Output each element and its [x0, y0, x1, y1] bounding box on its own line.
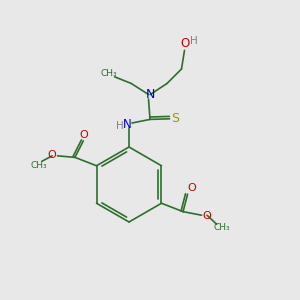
Text: O: O [48, 150, 56, 160]
Text: CH₃: CH₃ [30, 161, 46, 170]
Text: O: O [181, 37, 190, 50]
Text: H: H [116, 121, 124, 131]
Text: S: S [172, 112, 179, 125]
Text: O: O [79, 130, 88, 140]
Text: N: N [123, 118, 132, 131]
Text: O: O [203, 211, 212, 221]
Text: O: O [188, 183, 197, 193]
Text: CH₃: CH₃ [214, 223, 230, 232]
Text: N: N [146, 88, 155, 101]
Text: CH₃: CH₃ [100, 69, 117, 78]
Text: H: H [190, 36, 198, 46]
